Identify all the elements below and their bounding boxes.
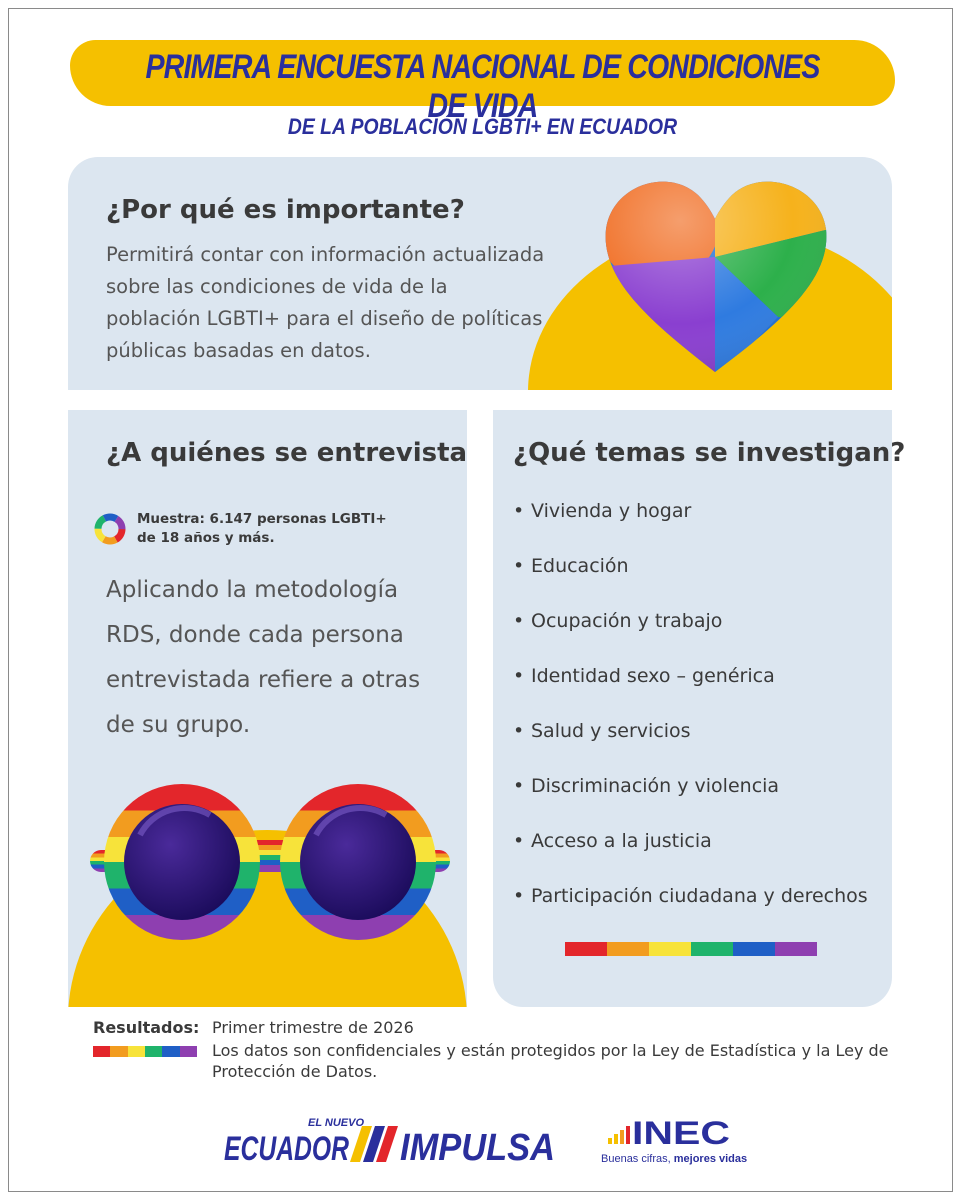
page-title: PRIMERA ENCUESTA NACIONAL DE CONDICIONES… [145,48,820,125]
sample-line-1: Muestra: 6.147 personas LGBTI+ [137,511,387,527]
ecuador-impulsa-logo: EL NUEVO ECUADOR IMPULSA [224,1117,555,1169]
importance-heading: ¿Por qué es importante? [106,195,465,225]
results-date: Primer trimestre de 2026 [212,1018,414,1037]
rainbow-bar [565,942,817,956]
donut-chart-icon [94,513,126,545]
list-item: • Participación ciudadana y derechos [513,885,868,907]
rainbow-heart-icon [605,181,827,372]
sample-info: Muestra: 6.147 personas LGBTI+ de 18 año… [93,510,397,548]
list-item: • Ocupación y trabajo [513,610,723,632]
list-item: • Vivienda y hogar [513,500,692,522]
list-item: • Acceso a la justicia [513,830,712,852]
interviewees-text: Aplicando la metodología RDS, donde cada… [106,577,421,738]
sample-line-2: de 18 años y más. [137,530,275,546]
list-item: • Identidad sexo – genérica [513,665,775,687]
topics-heading: ¿Qué temas se investigan? [513,438,906,468]
page-subtitle: DE LA POBLACIÓN LGBTI+ EN ECUADOR [287,114,678,139]
list-item: • Educación [513,555,629,577]
title-banner [70,40,895,106]
list-item: • Salud y servicios [513,720,691,742]
rainbow-sunglasses-icon [90,784,450,940]
inec-logo: INEC Buenas cifras, mejores vidas [601,1115,747,1165]
svg-text:Buenas cifras, mejores vidas: Buenas cifras, mejores vidas [601,1153,747,1165]
svg-text:INEC: INEC [632,1115,730,1151]
svg-text:ECUADOR: ECUADOR [224,1130,349,1168]
importance-text: Permitirá contar con información actuali… [106,243,545,362]
topics-list: • Vivienda y hogar • Educación • Ocupación … [513,500,868,940]
results-label: Resultados: [93,1018,200,1037]
topics-panel: ¿Qué temas se investigan? • Vivienda y ho… [493,410,905,1007]
svg-text:EL NUEVO: EL NUEVO [308,1117,364,1129]
svg-text:IMPULSA: IMPULSA [400,1127,555,1169]
results-note: Los datos son confidenciales y están pro… [212,1041,889,1081]
interviewees-panel: ¿A quiénes se entrevista? Muestra: 6.147… [68,410,467,1007]
rainbow-bar-small [93,1046,197,1057]
page-frame [8,8,953,1192]
importance-panel: ¿Por qué es importante? Permitirá contar… [68,157,892,390]
list-item: • Discriminación y violencia [513,775,780,797]
interviewees-heading: ¿A quiénes se entrevista? [106,438,467,468]
